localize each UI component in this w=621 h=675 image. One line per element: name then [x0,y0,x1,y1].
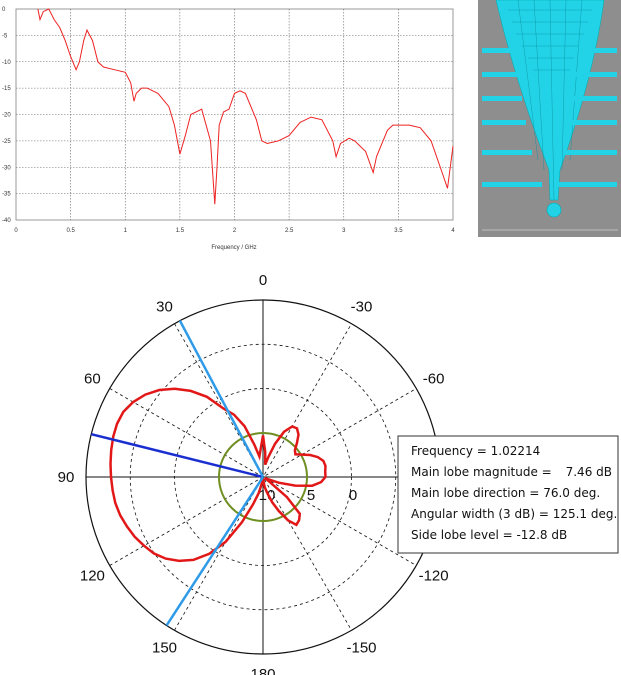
strip-right [587,48,617,53]
strip-right [573,96,617,101]
polar-angle-label: -150 [346,640,376,657]
s11-x-tick-label: 3 [342,228,346,234]
polar-angle-label: 90 [58,469,75,486]
polar-angle-label: 60 [84,371,101,388]
strip-left [482,48,510,53]
polar-angle-label: -60 [423,371,445,388]
s11-x-tick-label: 1 [124,228,128,234]
polar-radial-label: 0 [349,487,357,504]
strip-right [575,72,617,77]
strip-right [571,120,617,125]
s11-y-tick-label: -10 [2,60,11,66]
info-box-frame [397,435,619,554]
polar-angle-label: -120 [419,568,449,585]
polar-angle-labels: 0 -30 -60 90 -120 -150 180 150 120 60 30 [58,272,449,675]
strip-right [565,150,617,155]
info-mainlobe-label: Main lobe magnitude = [411,465,552,479]
s11-x-ticks: 0 0.5 1 1.5 2 2.5 3 3.5 4 [14,228,455,234]
strip-left [482,150,532,155]
info-frequency: Frequency = 1.02214 [411,444,540,458]
beamwidth-edge-line-upper [178,320,265,478]
polar-angle-label: -30 [351,298,373,315]
s11-y-tick-label: 0 [2,7,6,13]
radiation-pattern-line [109,387,327,563]
s11-x-axis-label: Frequency / GHz [211,245,256,251]
info-direction: Main lobe direction = 76.0 deg. [411,486,600,500]
s11-x-tick-label: 2 [233,228,237,234]
s11-y-tick-label: -40 [2,218,11,224]
s11-x-tick-label: 4 [451,228,455,234]
info-mainlobe-value: 7.46 dB [566,465,612,479]
info-sidelobe: Side lobe level = -12.8 dB [411,528,567,542]
strip-left [482,96,522,101]
polar-angle-label: 180 [250,666,275,675]
polar-angle-label: 150 [152,640,177,657]
strip-left [482,182,542,187]
s11-y-tick-label: -30 [2,165,11,171]
polar-angle-label: 0 [259,272,267,289]
s11-x-tick-label: 2.5 [285,228,294,234]
s11-y-tick-label: -15 [2,86,11,92]
polar-radial-label: 5 [307,487,315,504]
s11-x-tick-label: 1.5 [176,228,185,234]
reference-3db-circle [218,432,308,522]
s11-y-tick-label: -20 [2,113,11,119]
s11-chart: 0 0.5 1 1.5 2 2.5 3 3.5 4 0 -5 -10 -15 -20 -25 -30 -35 -… [2,7,455,251]
s11-y-ticks: 0 -5 -10 -15 -20 -25 -30 -35 -40 [2,7,11,224]
s11-x-tick-label: 0.5 [66,228,75,234]
s11-y-tick-label: -35 [2,192,11,198]
main-lobe-direction-line [90,432,264,479]
strip-right [557,182,617,187]
strip-left [482,72,522,77]
s11-series-line [37,8,454,205]
taper-grid [508,0,592,201]
polar-radial-labels: 10 5 0 [259,487,358,504]
polar-angle-label: 120 [80,568,105,585]
s11-x-tick-label: 3.5 [394,228,403,234]
s11-grid [16,9,453,220]
beamwidth-edge-line-lower [165,476,265,627]
strip-left [482,120,526,125]
info-width: Angular width (3 dB) = 125.1 deg. [411,507,617,521]
info-box: Frequency = 1.02214 Main lobe magnitude … [397,435,619,554]
s11-y-tick-label: -5 [2,33,8,39]
feed-circle [546,202,562,218]
polar-angle-label: 30 [156,298,173,315]
s11-y-tick-label: -25 [2,139,11,145]
corrugation-strips [482,48,617,187]
s11-x-tick-label: 0 [14,228,18,234]
antenna-layout-image [478,0,621,237]
